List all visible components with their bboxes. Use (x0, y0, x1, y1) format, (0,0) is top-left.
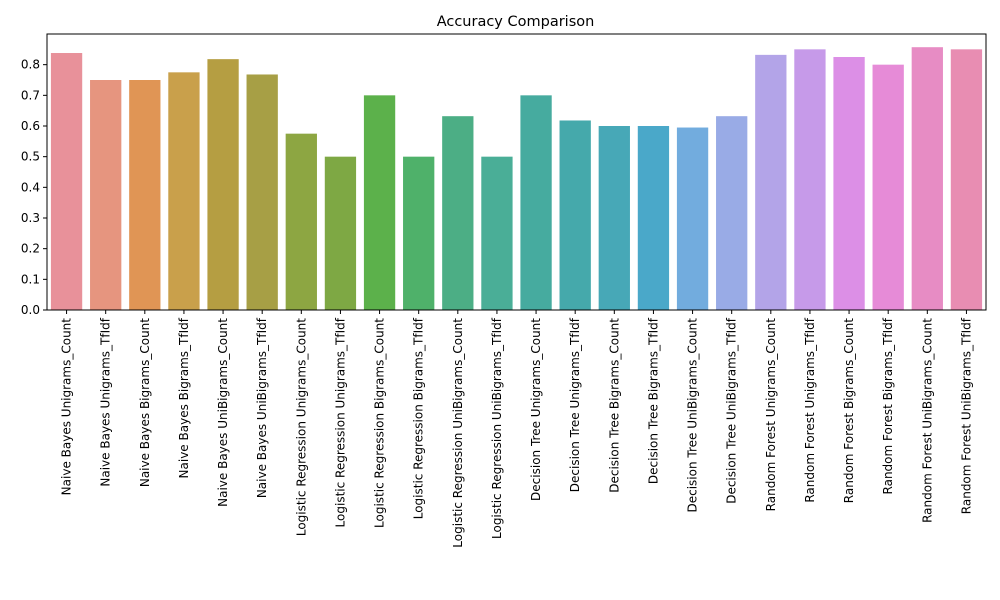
x-tick-label: Random Forest Unigrams_TfIdf (803, 317, 817, 502)
plot-frame (46, 33, 987, 311)
bar-16 (637, 126, 670, 310)
x-tick-label: Decision Tree Unigrams_TfIdf (568, 317, 582, 492)
x-tick-label: Logistic Regression UniBigrams_Count (451, 318, 465, 548)
bar-19 (755, 54, 787, 310)
y-tick-label: 0.3 (21, 211, 40, 225)
x-tick-label: Naive Bayes Unigrams_TfIdf (99, 317, 113, 486)
x-tick-label: Naive Bayes UniBigrams_Count (216, 318, 230, 507)
bar-13 (520, 95, 552, 310)
x-tick-label: Random Forest Bigrams_TfIdf (881, 317, 895, 494)
x-tick-label: Decision Tree Bigrams_TfIdf (646, 317, 660, 484)
x-tick-label: Random Forest UniBigrams_TfIdf (959, 317, 973, 514)
y-tick-label: 0.4 (21, 180, 40, 194)
x-tick-label: Naive Bayes UniBigrams_TfIdf (255, 317, 269, 498)
x-tick-label: Naive Bayes Bigrams_TfIdf (177, 317, 191, 478)
x-tick-label: Decision Tree Unigrams_Count (529, 318, 543, 501)
bar-9 (363, 95, 396, 310)
x-axis: Naive Bayes Unigrams_Count Naive Bayes Un… (60, 310, 973, 548)
x-tick-label: Logistic Regression Unigrams_Count (294, 318, 308, 536)
bar-22 (872, 64, 904, 311)
bar-12 (481, 156, 513, 310)
bar-8 (324, 156, 357, 310)
bar-17 (676, 127, 709, 311)
x-tick-label: Decision Tree Bigrams_Count (607, 318, 621, 493)
y-tick-label: 0.6 (21, 119, 40, 133)
bar-4 (168, 72, 200, 310)
y-axis: 0.0 0.1 0.2 0.3 0.4 0.5 0.6 0.7 0.8 (21, 58, 47, 317)
y-tick-label: 0.8 (21, 58, 40, 72)
y-tick-label: 0.0 (21, 303, 40, 317)
bar-15 (598, 126, 630, 310)
y-tick-label: 0.2 (21, 242, 40, 256)
bar-6 (246, 74, 278, 310)
bar-14 (559, 120, 591, 310)
x-tick-label: Logistic Regression Bigrams_Count (373, 318, 387, 528)
x-tick-label: Decision Tree UniBigrams_TfIdf (725, 317, 739, 504)
x-tick-label: Random Forest Unigrams_Count (764, 318, 778, 512)
x-tick-label: Random Forest Bigrams_Count (842, 318, 856, 503)
x-tick-label: Logistic Regression UniBigrams_TfIdf (490, 317, 504, 539)
y-tick-label: 0.1 (21, 272, 40, 286)
bar-2 (90, 80, 122, 310)
bar-3 (129, 80, 161, 310)
bar-1 (50, 53, 83, 310)
bar-18 (716, 116, 748, 310)
x-tick-label: Naive Bayes Bigrams_Count (138, 318, 152, 487)
x-tick-label: Naive Bayes Unigrams_Count (60, 318, 74, 496)
y-tick-label: 0.7 (21, 88, 40, 102)
chart-title: Accuracy Comparison (437, 14, 595, 30)
bar-21 (833, 57, 865, 310)
bar-10 (403, 156, 435, 310)
x-tick-label: Logistic Regression Bigrams_TfIdf (412, 317, 426, 519)
bar-20 (794, 49, 826, 310)
bars-group (50, 47, 983, 311)
bar-11 (442, 116, 474, 310)
bar-5 (207, 59, 239, 310)
x-tick-label: Random Forest UniBigrams_Count (920, 318, 934, 523)
bar-7 (285, 133, 317, 310)
bar-24 (950, 49, 983, 310)
x-tick-label: Decision Tree UniBigrams_Count (686, 318, 700, 513)
y-tick-label: 0.5 (21, 150, 40, 164)
x-tick-label: Logistic Regression Unigrams_TfIdf (333, 317, 347, 527)
bar-23 (911, 47, 943, 310)
